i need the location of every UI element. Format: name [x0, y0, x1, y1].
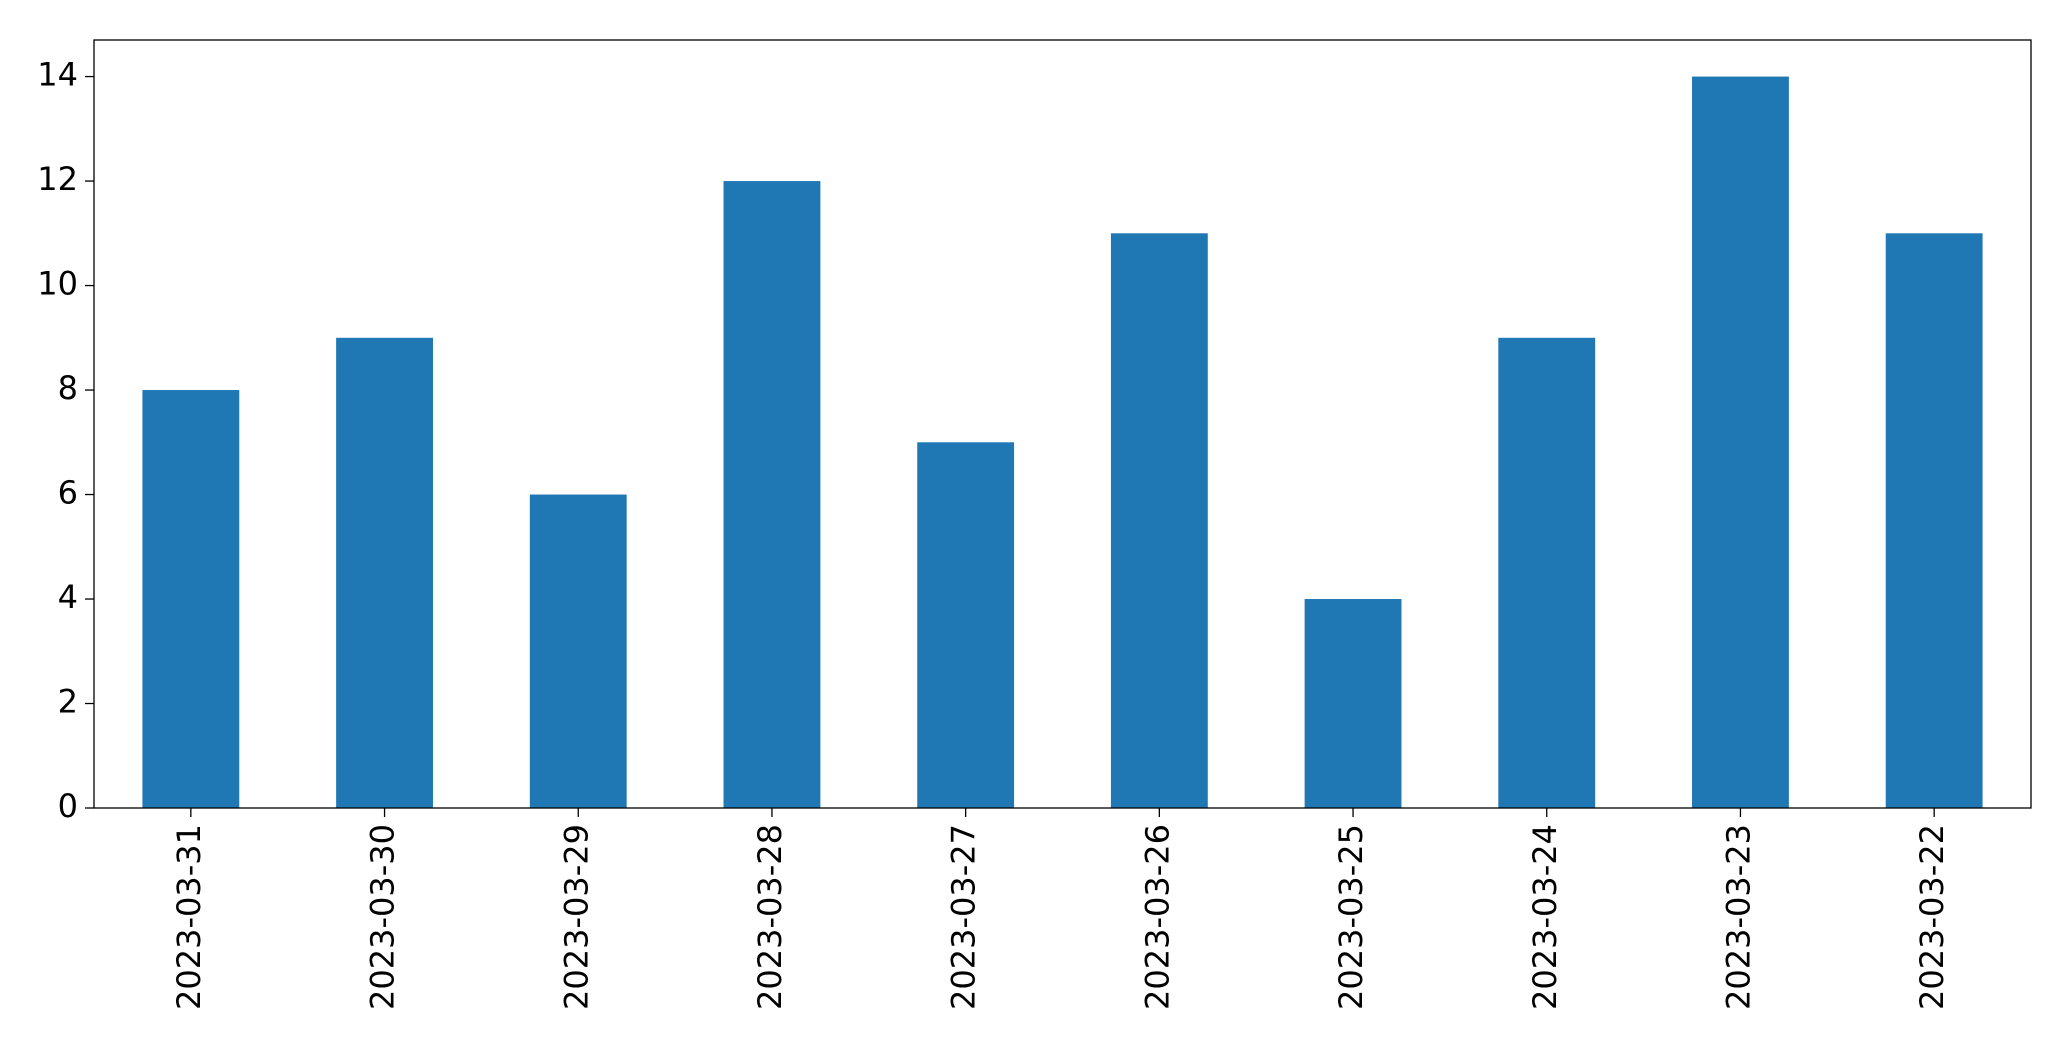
x-tick-label: 2023-03-23 — [1719, 824, 1757, 1010]
bar — [917, 442, 1015, 808]
y-tick-label: 10 — [37, 265, 78, 303]
x-tick-label: 2023-03-22 — [1913, 824, 1951, 1010]
x-tick-label: 2023-03-24 — [1526, 824, 1564, 1010]
x-tick-label: 2023-03-30 — [364, 824, 402, 1010]
y-tick-label: 12 — [37, 160, 78, 198]
bar — [1304, 599, 1402, 808]
y-tick-label: 0 — [58, 787, 78, 825]
x-tick-label: 2023-03-25 — [1332, 824, 1370, 1010]
y-tick-label: 8 — [58, 369, 78, 407]
bar — [1498, 337, 1596, 808]
y-tick-label: 14 — [37, 56, 78, 94]
bar — [336, 337, 433, 808]
x-tick-label: 2023-03-29 — [557, 824, 595, 1010]
y-tick-label: 6 — [58, 474, 78, 512]
bar — [142, 390, 240, 808]
bar — [1885, 233, 1983, 808]
bar — [723, 181, 821, 808]
bar — [1110, 233, 1208, 808]
y-tick-label: 2 — [58, 683, 78, 721]
x-tick-label: 2023-03-27 — [945, 824, 983, 1010]
x-tick-label: 2023-03-28 — [751, 824, 789, 1010]
plot-frame — [93, 39, 2032, 809]
x-tick-label: 2023-03-31 — [170, 824, 208, 1010]
y-tick-label: 4 — [58, 578, 78, 616]
x-tick-label: 2023-03-26 — [1138, 824, 1176, 1010]
bar — [1692, 76, 1789, 809]
bar — [529, 494, 627, 808]
